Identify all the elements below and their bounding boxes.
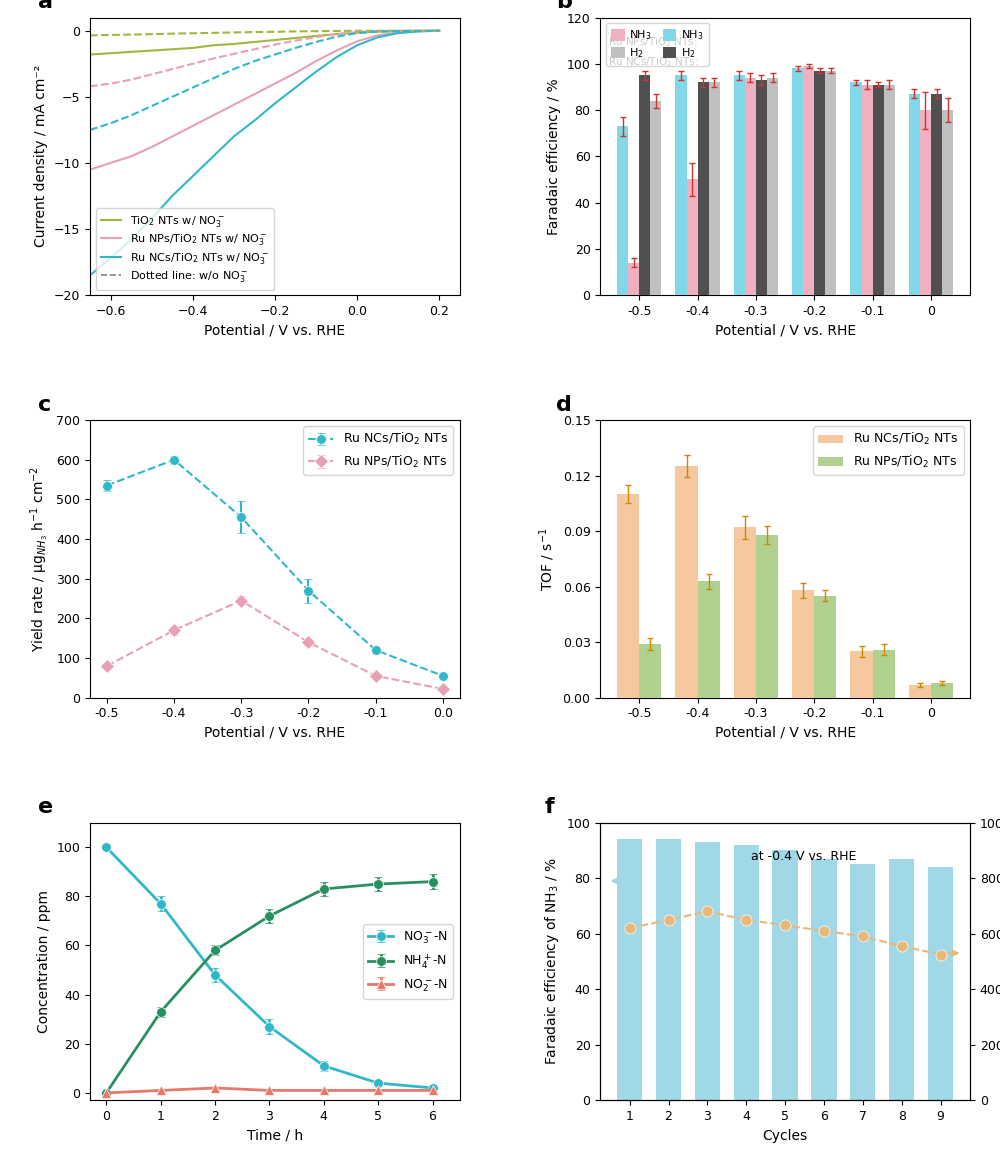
X-axis label: Time / h: Time / h bbox=[247, 1128, 303, 1142]
Text: f: f bbox=[545, 797, 554, 818]
Y-axis label: Concentration / ppm: Concentration / ppm bbox=[37, 890, 51, 1033]
Bar bbox=[873, 649, 895, 697]
Bar bbox=[695, 842, 720, 1100]
X-axis label: Potential / V vs. RHE: Potential / V vs. RHE bbox=[715, 726, 856, 741]
Bar bbox=[745, 78, 756, 296]
Bar bbox=[675, 466, 698, 697]
Bar bbox=[687, 180, 698, 296]
Bar bbox=[850, 82, 862, 296]
Y-axis label: TOF / s$^{-1}$: TOF / s$^{-1}$ bbox=[537, 527, 557, 591]
Legend: Ru NCs/TiO$_2$ NTs, Ru NPs/TiO$_2$ NTs: Ru NCs/TiO$_2$ NTs, Ru NPs/TiO$_2$ NTs bbox=[813, 426, 964, 474]
Bar bbox=[617, 840, 642, 1100]
Text: e: e bbox=[38, 797, 53, 818]
Bar bbox=[734, 528, 756, 697]
Bar bbox=[803, 67, 814, 296]
Y-axis label: Current density / mA cm⁻²: Current density / mA cm⁻² bbox=[34, 65, 48, 248]
Text: b: b bbox=[556, 0, 572, 12]
Bar bbox=[942, 110, 953, 296]
Text: d: d bbox=[556, 395, 572, 415]
Text: Ru NPs/TiO$_2$ NTs:: Ru NPs/TiO$_2$ NTs: bbox=[608, 35, 697, 49]
Bar bbox=[909, 684, 931, 697]
Legend: Ru NCs/TiO$_2$ NTs, Ru NPs/TiO$_2$ NTs: Ru NCs/TiO$_2$ NTs, Ru NPs/TiO$_2$ NTs bbox=[303, 426, 453, 474]
Bar bbox=[928, 867, 953, 1100]
Bar bbox=[920, 110, 931, 296]
Bar bbox=[698, 582, 720, 697]
X-axis label: Cycles: Cycles bbox=[763, 1128, 808, 1142]
Bar bbox=[850, 652, 873, 697]
Bar bbox=[850, 864, 875, 1100]
Bar bbox=[756, 535, 778, 697]
Text: Ru NCs/TiO$_2$ NTs:: Ru NCs/TiO$_2$ NTs: bbox=[608, 55, 698, 69]
Bar bbox=[734, 76, 745, 296]
Bar bbox=[650, 100, 661, 296]
Bar bbox=[756, 79, 767, 296]
Bar bbox=[656, 840, 681, 1100]
Bar bbox=[873, 84, 884, 296]
Text: at -0.4 V vs. RHE: at -0.4 V vs. RHE bbox=[751, 850, 856, 863]
X-axis label: Potential / V vs. RHE: Potential / V vs. RHE bbox=[204, 324, 345, 338]
Bar bbox=[639, 644, 661, 697]
Y-axis label: Faradaic efficiency / %: Faradaic efficiency / % bbox=[547, 78, 561, 235]
Legend: TiO$_2$ NTs w/ NO$_3^-$, Ru NPs/TiO$_2$ NTs w/ NO$_3^-$, Ru NCs/TiO$_2$ NTs w/ N: TiO$_2$ NTs w/ NO$_3^-$, Ru NPs/TiO$_2$ … bbox=[96, 208, 274, 290]
Bar bbox=[639, 76, 650, 296]
Legend: NO$_3^-$-N, NH$_4^+$-N, NO$_2^-$-N: NO$_3^-$-N, NH$_4^+$-N, NO$_2^-$-N bbox=[363, 924, 453, 999]
Bar bbox=[814, 71, 825, 296]
Bar bbox=[675, 76, 687, 296]
Bar bbox=[617, 494, 639, 697]
Y-axis label: Yield rate / μg$_{NH_3}$ h$^{-1}$ cm$^{-2}$: Yield rate / μg$_{NH_3}$ h$^{-1}$ cm$^{-… bbox=[28, 466, 51, 652]
Y-axis label: Faradaic efficiency of NH$_3$ / %: Faradaic efficiency of NH$_3$ / % bbox=[543, 857, 561, 1065]
Text: a: a bbox=[38, 0, 53, 12]
Bar bbox=[628, 263, 639, 296]
Bar bbox=[792, 590, 814, 697]
Bar bbox=[792, 69, 803, 296]
Bar bbox=[734, 844, 759, 1100]
X-axis label: Potential / V vs. RHE: Potential / V vs. RHE bbox=[204, 726, 345, 741]
Bar bbox=[931, 93, 942, 296]
Bar bbox=[814, 596, 836, 697]
Bar bbox=[709, 82, 720, 296]
Bar bbox=[909, 93, 920, 296]
Bar bbox=[862, 84, 873, 296]
Bar bbox=[811, 858, 837, 1100]
Bar bbox=[931, 683, 953, 697]
X-axis label: Potential / V vs. RHE: Potential / V vs. RHE bbox=[715, 324, 856, 338]
Text: c: c bbox=[38, 395, 51, 415]
Bar bbox=[825, 71, 836, 296]
Bar bbox=[889, 858, 914, 1100]
Bar bbox=[772, 850, 798, 1100]
Legend: NH$_3$, H$_2$, NH$_3$, H$_2$: NH$_3$, H$_2$, NH$_3$, H$_2$ bbox=[606, 23, 709, 65]
Bar bbox=[617, 126, 628, 296]
Bar bbox=[698, 82, 709, 296]
Bar bbox=[884, 84, 895, 296]
Bar bbox=[767, 78, 778, 296]
